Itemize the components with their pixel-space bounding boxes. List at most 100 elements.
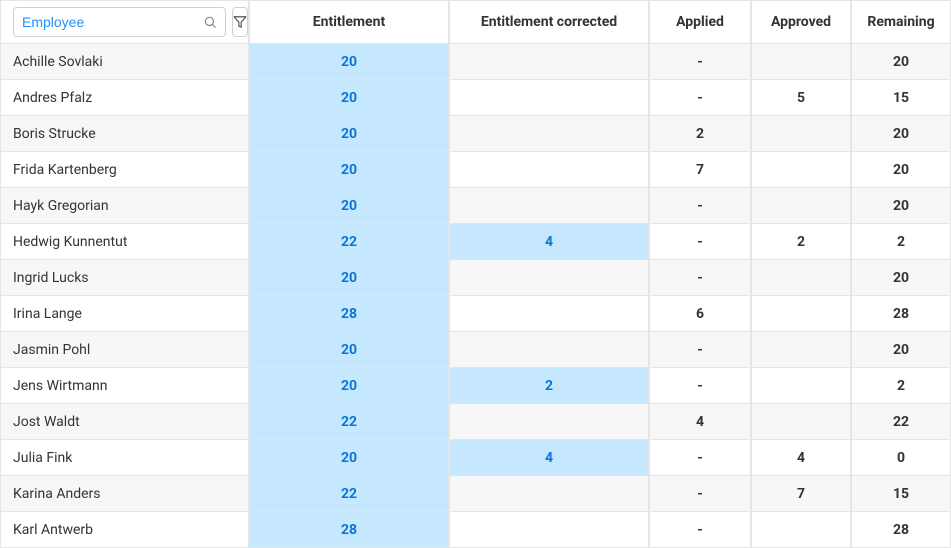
cell-employee[interactable]: Ingrid Lucks: [0, 260, 249, 296]
cell-entitlement[interactable]: 28: [249, 296, 449, 332]
employee-search-input[interactable]: [22, 14, 203, 30]
header-entitlement[interactable]: Entitlement: [249, 0, 449, 44]
cell-remaining[interactable]: 28: [851, 512, 951, 548]
cell-corrected[interactable]: [449, 152, 649, 188]
cell-remaining[interactable]: 20: [851, 332, 951, 368]
cell-remaining[interactable]: 0: [851, 440, 951, 476]
cell-corrected[interactable]: 4: [449, 440, 649, 476]
cell-entitlement[interactable]: 20: [249, 44, 449, 80]
cell-applied[interactable]: 6: [649, 296, 751, 332]
filter-button[interactable]: [232, 7, 248, 37]
cell-remaining[interactable]: 15: [851, 476, 951, 512]
cell-approved[interactable]: 4: [751, 440, 851, 476]
cell-remaining[interactable]: 20: [851, 188, 951, 224]
cell-applied[interactable]: -: [649, 80, 751, 116]
cell-remaining[interactable]: 2: [851, 224, 951, 260]
cell-entitlement[interactable]: 20: [249, 440, 449, 476]
cell-corrected[interactable]: [449, 512, 649, 548]
table-row[interactable]: Karl Antwerb28-28: [0, 512, 951, 548]
cell-approved[interactable]: 5: [751, 80, 851, 116]
cell-remaining[interactable]: 20: [851, 44, 951, 80]
cell-approved[interactable]: [751, 512, 851, 548]
cell-corrected[interactable]: [449, 116, 649, 152]
cell-remaining[interactable]: 2: [851, 368, 951, 404]
employee-search-wrap[interactable]: [13, 7, 226, 37]
header-approved[interactable]: Approved: [751, 0, 851, 44]
cell-remaining[interactable]: 28: [851, 296, 951, 332]
cell-entitlement[interactable]: 22: [249, 404, 449, 440]
cell-applied[interactable]: -: [649, 368, 751, 404]
cell-remaining[interactable]: 15: [851, 80, 951, 116]
cell-approved[interactable]: [751, 116, 851, 152]
cell-applied[interactable]: 4: [649, 404, 751, 440]
table-row[interactable]: Achille Sovlaki20-20: [0, 44, 951, 80]
cell-corrected[interactable]: [449, 296, 649, 332]
cell-corrected[interactable]: [449, 260, 649, 296]
cell-approved[interactable]: [751, 332, 851, 368]
cell-entitlement[interactable]: 22: [249, 476, 449, 512]
cell-remaining[interactable]: 20: [851, 116, 951, 152]
cell-corrected[interactable]: 4: [449, 224, 649, 260]
table-row[interactable]: Karina Anders22 -715: [0, 476, 951, 512]
cell-employee[interactable]: Jasmin Pohl: [0, 332, 249, 368]
cell-corrected[interactable]: [449, 332, 649, 368]
table-row[interactable]: Andres Pfalz20 -515: [0, 80, 951, 116]
table-row[interactable]: Frida Kartenberg20720: [0, 152, 951, 188]
cell-approved[interactable]: [751, 44, 851, 80]
cell-applied[interactable]: 2: [649, 116, 751, 152]
cell-approved[interactable]: [751, 152, 851, 188]
table-row[interactable]: Jens Wirtmann202-2: [0, 368, 951, 404]
table-row[interactable]: Irina Lange28628: [0, 296, 951, 332]
cell-remaining[interactable]: 20: [851, 152, 951, 188]
cell-approved[interactable]: 2: [751, 224, 851, 260]
cell-entitlement[interactable]: 20: [249, 332, 449, 368]
cell-remaining[interactable]: 20: [851, 260, 951, 296]
cell-applied[interactable]: -: [649, 188, 751, 224]
table-row[interactable]: Julia Fink204-40: [0, 440, 951, 476]
cell-corrected[interactable]: [449, 404, 649, 440]
table-row[interactable]: Hayk Gregorian20-20: [0, 188, 951, 224]
cell-approved[interactable]: [751, 404, 851, 440]
cell-applied[interactable]: -: [649, 332, 751, 368]
cell-employee[interactable]: Hayk Gregorian: [0, 188, 249, 224]
cell-employee[interactable]: Jost Waldt: [0, 404, 249, 440]
cell-entitlement[interactable]: 20: [249, 368, 449, 404]
cell-applied[interactable]: -: [649, 44, 751, 80]
cell-employee[interactable]: Karina Anders: [0, 476, 249, 512]
cell-employee[interactable]: Hedwig Kunnentut: [0, 224, 249, 260]
table-row[interactable]: Hedwig Kunnentut224-22: [0, 224, 951, 260]
cell-applied[interactable]: -: [649, 512, 751, 548]
cell-entitlement[interactable]: 20: [249, 260, 449, 296]
cell-entitlement[interactable]: 20: [249, 116, 449, 152]
cell-applied[interactable]: -: [649, 224, 751, 260]
cell-approved[interactable]: [751, 188, 851, 224]
table-row[interactable]: Jasmin Pohl20-20: [0, 332, 951, 368]
table-row[interactable]: Boris Strucke20220: [0, 116, 951, 152]
cell-employee[interactable]: Karl Antwerb: [0, 512, 249, 548]
cell-applied[interactable]: -: [649, 260, 751, 296]
cell-employee[interactable]: Achille Sovlaki: [0, 44, 249, 80]
cell-approved[interactable]: 7: [751, 476, 851, 512]
cell-employee[interactable]: Jens Wirtmann: [0, 368, 249, 404]
cell-applied[interactable]: -: [649, 476, 751, 512]
header-applied[interactable]: Applied: [649, 0, 751, 44]
cell-corrected[interactable]: [449, 476, 649, 512]
cell-entitlement[interactable]: 28: [249, 512, 449, 548]
cell-entitlement[interactable]: 22: [249, 224, 449, 260]
header-corrected[interactable]: Entitlement corrected: [449, 0, 649, 44]
cell-approved[interactable]: [751, 260, 851, 296]
cell-entitlement[interactable]: 20: [249, 188, 449, 224]
cell-approved[interactable]: [751, 368, 851, 404]
cell-employee[interactable]: Frida Kartenberg: [0, 152, 249, 188]
cell-employee[interactable]: Boris Strucke: [0, 116, 249, 152]
cell-remaining[interactable]: 22: [851, 404, 951, 440]
cell-approved[interactable]: [751, 296, 851, 332]
cell-corrected[interactable]: 2: [449, 368, 649, 404]
cell-employee[interactable]: Irina Lange: [0, 296, 249, 332]
cell-employee[interactable]: Andres Pfalz: [0, 80, 249, 116]
table-row[interactable]: Jost Waldt22422: [0, 404, 951, 440]
cell-applied[interactable]: 7: [649, 152, 751, 188]
table-row[interactable]: Ingrid Lucks20-20: [0, 260, 951, 296]
cell-entitlement[interactable]: 20: [249, 152, 449, 188]
cell-entitlement[interactable]: 20: [249, 80, 449, 116]
